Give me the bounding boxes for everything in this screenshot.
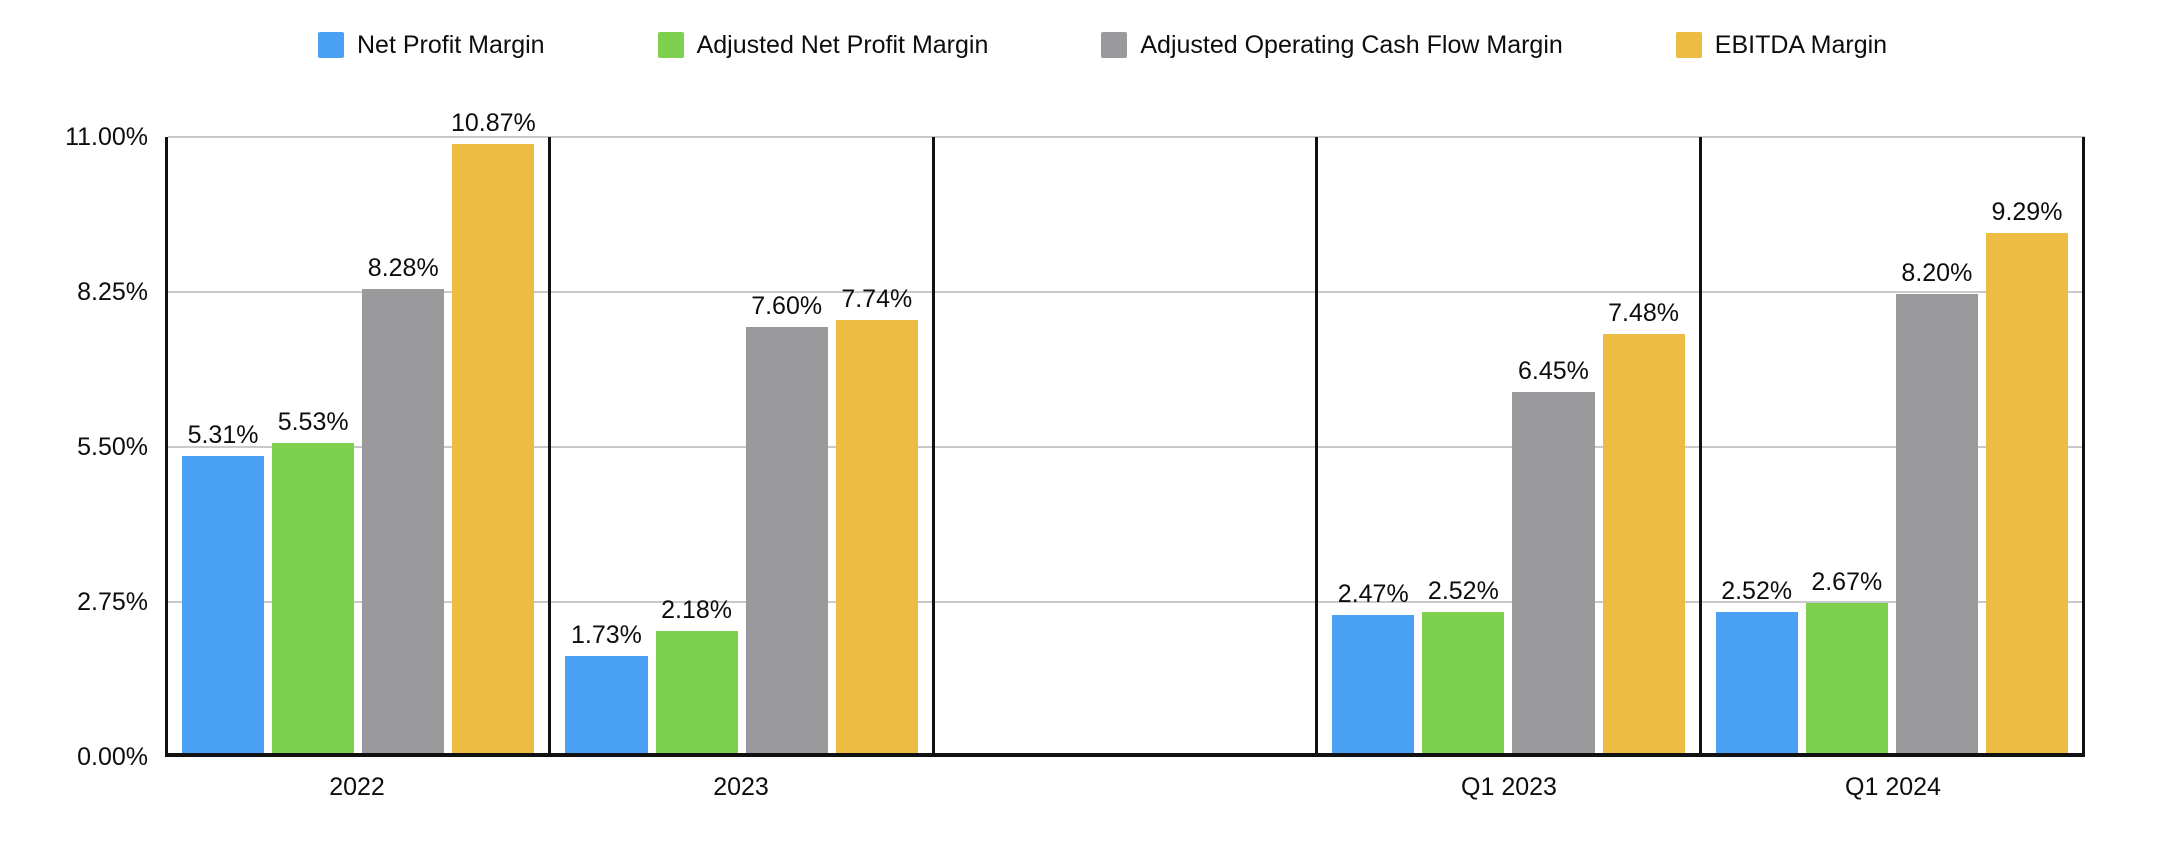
bar: 1.73% bbox=[565, 621, 648, 753]
bar-value-label: 7.74% bbox=[841, 284, 913, 313]
bar-group: 5.31% 5.53% 8.28% 10.87% bbox=[168, 109, 548, 753]
bar-value-label: 2.67% bbox=[1811, 568, 1883, 597]
bar-value-label: 1.73% bbox=[570, 621, 642, 650]
legend-label: Adjusted Net Profit Margin bbox=[696, 31, 989, 59]
y-axis-tick-label: 5.50% bbox=[77, 433, 148, 461]
bar-value-label: 8.28% bbox=[367, 254, 439, 283]
bar-value-label: 10.87% bbox=[450, 109, 536, 138]
bar-value-label: 8.20% bbox=[1901, 258, 1973, 287]
category-panels: 5.31% 5.53% 8.28% 10.87% 1.73% 2.18% 7.60% 7.74… bbox=[168, 109, 2086, 753]
bar-value-label: 2.47% bbox=[1337, 579, 1409, 608]
bar: 5.53% bbox=[272, 408, 355, 753]
bar-value-label: 9.29% bbox=[1991, 197, 2063, 226]
bar-value-label: 2.52% bbox=[1427, 576, 1499, 605]
legend-item: Net Profit Margin bbox=[318, 30, 545, 60]
bar: 9.29% bbox=[1985, 198, 2069, 753]
x-axis-category-label bbox=[933, 772, 1317, 802]
legend-swatch-icon bbox=[657, 32, 684, 58]
plot-area: 5.31% 5.53% 8.28% 10.87% 1.73% 2.18% 7.60% 7.74… bbox=[165, 109, 2086, 757]
bar: 7.48% bbox=[1602, 299, 1685, 753]
bar: 8.28% bbox=[362, 254, 445, 753]
category-panel: 2.52% 2.67% 8.20% 9.29% bbox=[1702, 137, 2086, 753]
bar: 2.52% bbox=[1715, 577, 1798, 753]
x-axis-labels: 2022 2023 Q1 2023 Q1 2024 bbox=[165, 772, 2085, 802]
bar: 5.31% bbox=[181, 421, 265, 753]
bar: 8.20% bbox=[1895, 259, 1978, 753]
category-panel: 1.73% 2.18% 7.60% 7.74% bbox=[551, 137, 935, 753]
legend-label: Adjusted Operating Cash Flow Margin bbox=[1140, 31, 1563, 59]
chart-legend: Net Profit Margin Adjusted Net Profit Mar… bbox=[318, 30, 1887, 60]
y-axis-tick-label: 2.75% bbox=[77, 588, 148, 616]
bar: 6.45% bbox=[1512, 357, 1595, 753]
legend-label: EBITDA Margin bbox=[1714, 31, 1888, 59]
bar-value-label: 6.45% bbox=[1518, 356, 1589, 385]
x-axis-category-label: Q1 2023 bbox=[1461, 773, 1557, 801]
bar-value-label: 2.18% bbox=[661, 595, 732, 624]
bar: 2.47% bbox=[1332, 580, 1415, 753]
category-panel: 2.47% 2.52% 6.45% 7.48% bbox=[1318, 137, 1702, 753]
gridline bbox=[168, 291, 2085, 293]
legend-item: Adjusted Net Profit Margin bbox=[657, 30, 989, 60]
bar: 7.60% bbox=[745, 292, 828, 753]
y-axis-tick-label: 0.00% bbox=[77, 743, 148, 771]
bar-value-label: 5.31% bbox=[187, 420, 259, 449]
bar-group: 1.73% 2.18% 7.60% 7.74% bbox=[551, 137, 931, 753]
category-panel: 5.31% 5.53% 8.28% 10.87% bbox=[168, 109, 552, 753]
x-axis-category-label: Q1 2024 bbox=[1845, 773, 1941, 801]
bar: 7.74% bbox=[835, 285, 918, 753]
legend-label: Net Profit Margin bbox=[357, 31, 545, 59]
bar-value-label: 2.52% bbox=[1721, 576, 1793, 605]
legend-swatch-icon bbox=[1101, 32, 1128, 58]
bar-value-label: 7.60% bbox=[751, 292, 823, 321]
x-axis-category-label: 2023 bbox=[713, 773, 769, 801]
y-axis-tick-label: 11.00% bbox=[65, 123, 148, 151]
legend-swatch-icon bbox=[1675, 32, 1702, 58]
bar: 2.67% bbox=[1805, 568, 1888, 753]
x-axis-category-label: 2022 bbox=[329, 773, 385, 801]
category-panel bbox=[935, 137, 1319, 753]
bar-group: 2.52% 2.67% 8.20% 9.29% bbox=[1702, 137, 2082, 753]
bar: 10.87% bbox=[451, 109, 536, 753]
gridline bbox=[168, 601, 2085, 603]
bar-value-label: 5.53% bbox=[277, 408, 349, 437]
legend-item: EBITDA Margin bbox=[1675, 30, 1888, 60]
bar-value-label: 7.48% bbox=[1608, 299, 1680, 328]
legend-swatch-icon bbox=[318, 32, 344, 58]
legend-item: Adjusted Operating Cash Flow Margin bbox=[1101, 30, 1563, 60]
gridline bbox=[168, 446, 2085, 448]
y-axis-tick-label: 8.25% bbox=[77, 278, 148, 306]
bar-group: 2.47% 2.52% 6.45% 7.48% bbox=[1318, 137, 1698, 753]
bar-group bbox=[935, 137, 1315, 753]
bar: 2.52% bbox=[1422, 577, 1505, 753]
bar: 2.18% bbox=[655, 596, 738, 753]
gridline bbox=[168, 136, 2085, 138]
